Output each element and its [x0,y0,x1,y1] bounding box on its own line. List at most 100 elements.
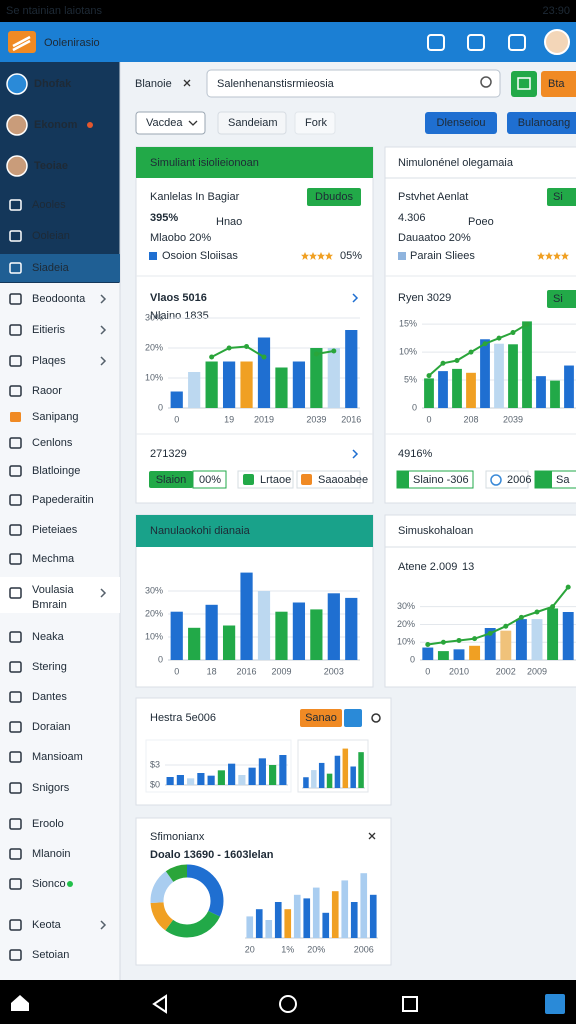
app-shortcut[interactable] [545,994,565,1014]
orange-button[interactable] [541,71,576,97]
menu-item: Teoiae [34,160,68,172]
search-box[interactable] [206,69,501,98]
chip[interactable] [294,111,336,135]
trend-point [209,354,215,360]
app-icon[interactable] [508,34,526,51]
chart-subtitle: Nlaino 1835 [150,310,209,322]
kpi-label: Kanlelas In Bagiar [150,191,240,203]
chip-icon [243,474,254,485]
bar [466,372,476,408]
bar [310,348,323,408]
blue-button[interactable] [507,112,576,134]
blue-button[interactable] [425,112,497,134]
menu-item: Siadeia [32,262,70,274]
blue-button[interactable] [344,709,362,727]
bar [310,609,323,660]
bar [228,763,236,785]
menu-icon [9,878,22,890]
bar [452,368,462,408]
bar [238,775,246,785]
filter-dropdown[interactable] [135,111,206,135]
trend-line [427,586,569,646]
green-button[interactable] [511,71,537,97]
trend-point [510,330,516,336]
menu-item: Stering [32,661,67,673]
recents-button[interactable] [402,996,418,1012]
chip-label: Sandeiam [228,117,278,129]
tag-label: Si [553,191,563,203]
trend-point [226,345,232,351]
card-title: Sfimonianx [150,831,205,843]
tag[interactable] [547,290,576,308]
close-icon[interactable] [368,832,376,840]
card [384,146,576,504]
bar [176,775,184,785]
chart-note: 13 [462,561,474,573]
tag-label: Si [553,293,563,305]
tag[interactable] [547,188,576,206]
y-tick-label: 20% [145,608,163,618]
menu-icon [9,919,22,931]
refresh-icon[interactable] [371,713,381,723]
menu-icon [9,818,22,830]
bar [469,645,481,660]
bar [312,887,320,938]
tag[interactable] [307,188,361,206]
x-tick-label: 2039 [306,414,326,424]
bar [188,627,201,660]
bar [170,611,183,660]
menu-item: Snigors [32,782,70,794]
menu-item: Mlanoin [32,848,71,860]
y-tick-label: 10% [397,637,415,647]
chip[interactable] [192,470,227,489]
bar [275,367,288,408]
chip[interactable] [217,111,287,135]
x-tick-label: 0 [174,414,179,424]
chip-label: Fork [305,117,328,129]
menu-icon [9,631,22,643]
bar [562,612,574,660]
kpi-change: Dauaatoo 20% [398,232,471,244]
total-value: 271329 [150,448,187,460]
chart-title: Vlaos 5016 [150,292,207,304]
avatar[interactable] [544,29,570,55]
menu-icon [9,782,22,794]
bar [424,378,434,408]
bar [350,766,356,788]
app-icon[interactable] [467,34,485,51]
chip[interactable] [296,470,361,489]
home-circle[interactable] [279,995,297,1013]
bar [331,891,339,938]
menu-item: Beodoonta [32,293,86,305]
menu-item: Eitieris [32,324,66,336]
chevron-icon [100,294,107,304]
trend-point [487,630,493,636]
bar [217,770,225,785]
trend-point [534,609,540,615]
card-header [136,515,373,547]
home-button[interactable] [11,995,29,1011]
trend-point [524,321,530,327]
x-tick-label: 2006 [354,944,374,954]
back-button[interactable] [152,994,167,1014]
chip[interactable] [149,471,193,488]
menu-item: Setoian [32,949,69,961]
app-icon[interactable] [427,34,445,51]
trend-point [261,354,267,360]
sidebar-active [0,254,120,282]
card-header [136,147,373,178]
bar [269,765,277,785]
y-tick-label: $3 [150,759,160,769]
bar [547,608,559,660]
bar [326,773,333,788]
y-tick-label: 0 [158,654,163,664]
total-value: 4916% [398,448,432,460]
x-tick-label: 2010 [449,666,469,676]
status-dot [67,881,73,887]
tab-label: Blanoie [135,78,172,90]
menu-icon [9,949,22,961]
orange-button[interactable] [300,709,342,727]
meta-icon [398,252,406,260]
menu-icon [9,199,22,211]
x-tick-label: 0 [426,414,431,424]
